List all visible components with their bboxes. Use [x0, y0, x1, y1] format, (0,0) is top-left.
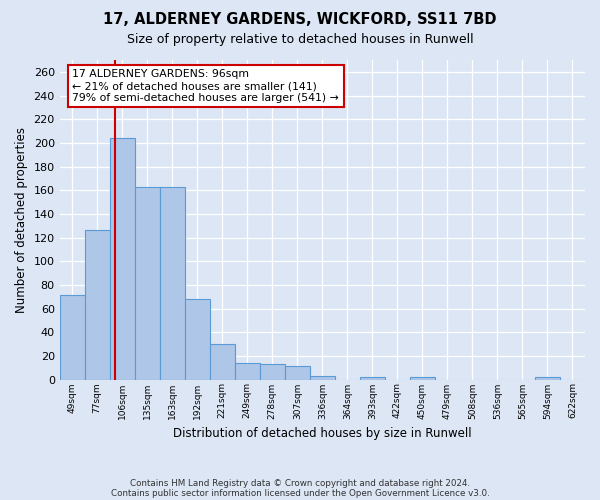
Bar: [360, 377, 385, 380]
Bar: [535, 377, 560, 380]
Bar: [110, 138, 135, 380]
Bar: [260, 364, 285, 380]
Bar: [185, 299, 210, 380]
Bar: [235, 363, 260, 380]
Bar: [310, 376, 335, 380]
Y-axis label: Number of detached properties: Number of detached properties: [15, 127, 28, 313]
Bar: [160, 186, 185, 380]
Bar: [285, 366, 310, 380]
Text: Contains HM Land Registry data © Crown copyright and database right 2024.: Contains HM Land Registry data © Crown c…: [130, 478, 470, 488]
Text: 17 ALDERNEY GARDENS: 96sqm
← 21% of detached houses are smaller (141)
79% of sem: 17 ALDERNEY GARDENS: 96sqm ← 21% of deta…: [73, 70, 339, 102]
Bar: [135, 186, 160, 380]
Text: Contains public sector information licensed under the Open Government Licence v3: Contains public sector information licen…: [110, 488, 490, 498]
Bar: [85, 230, 110, 380]
X-axis label: Distribution of detached houses by size in Runwell: Distribution of detached houses by size …: [173, 427, 472, 440]
Text: Size of property relative to detached houses in Runwell: Size of property relative to detached ho…: [127, 32, 473, 46]
Bar: [210, 344, 235, 380]
Text: 17, ALDERNEY GARDENS, WICKFORD, SS11 7BD: 17, ALDERNEY GARDENS, WICKFORD, SS11 7BD: [103, 12, 497, 28]
Bar: [410, 377, 435, 380]
Bar: [59, 296, 85, 380]
